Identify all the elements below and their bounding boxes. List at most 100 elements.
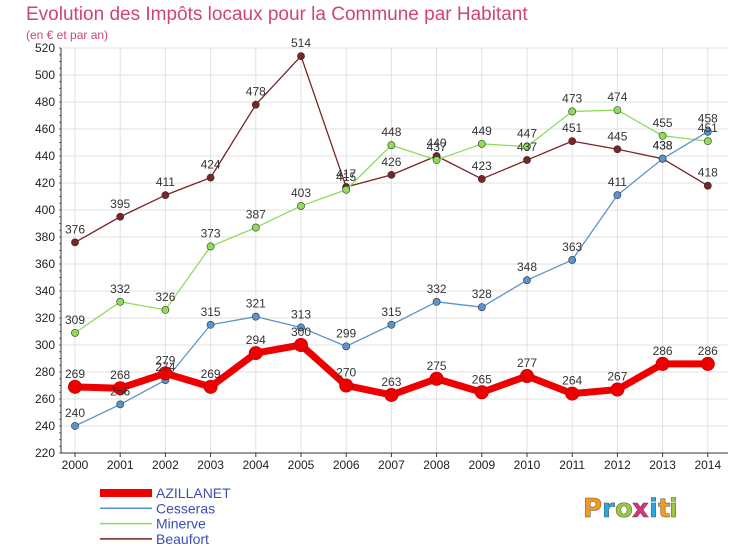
data-point-beaufort	[251, 100, 260, 109]
brand-letter: i	[669, 494, 678, 524]
x-tick-label: 2011	[559, 458, 585, 472]
data-label-cesseras: 321	[246, 297, 266, 311]
data-point-azillanet	[700, 356, 715, 371]
data-label-minerve: 309	[65, 313, 85, 327]
data-label-minerve: 387	[246, 208, 266, 222]
data-point-cesseras	[342, 342, 351, 351]
data-point-cesseras	[71, 422, 79, 430]
x-tick-label: 2013	[649, 458, 676, 472]
data-label-cesseras: 438	[653, 139, 673, 153]
data-point-cesseras	[568, 256, 577, 264]
data-label-beaufort: 376	[65, 222, 85, 236]
data-label-minerve: 415	[336, 170, 356, 184]
data-label-cesseras: 256	[110, 384, 130, 398]
data-point-minerve	[297, 202, 305, 210]
data-label-beaufort: 423	[472, 159, 492, 173]
data-point-cesseras	[613, 191, 622, 200]
data-point-beaufort	[568, 137, 577, 146]
y-tick-label: 480	[35, 95, 55, 109]
x-tick-label: 2007	[378, 458, 405, 472]
data-point-azillanet	[294, 338, 308, 352]
x-tick-label: 2010	[514, 458, 541, 472]
data-label-azillanet: 268	[110, 368, 130, 382]
data-point-azillanet	[565, 386, 580, 401]
y-tick-label: 380	[35, 230, 55, 244]
data-label-cesseras: 315	[381, 305, 401, 319]
x-tick-label: 2001	[107, 458, 134, 472]
data-point-beaufort	[477, 175, 486, 183]
data-point-minerve	[613, 106, 622, 114]
data-label-minerve: 403	[291, 186, 311, 200]
data-label-beaufort: 514	[291, 36, 311, 50]
x-tick-label: 2005	[288, 458, 315, 472]
data-label-beaufort: 418	[698, 166, 718, 180]
legend-label-cesseras: Cesseras	[156, 500, 215, 516]
data-label-beaufort: 437	[517, 140, 537, 154]
chart-subtitle: (en € et par an)	[26, 28, 109, 42]
x-tick-label: 2009	[468, 458, 495, 472]
data-label-minerve: 473	[562, 91, 582, 105]
data-point-minerve	[116, 297, 125, 306]
data-point-beaufort	[161, 191, 170, 200]
x-tick-label: 2014	[694, 458, 721, 472]
axes: 220 240 260 280 300 320 340 360 380 400 420 440 460 4…	[35, 41, 728, 472]
data-point-beaufort	[206, 173, 215, 182]
data-point-minerve	[71, 328, 79, 337]
grid	[61, 47, 728, 454]
y-tick-label: 300	[35, 338, 55, 352]
data-point-azillanet	[655, 356, 670, 371]
data-labels: 269 268 279 269 294 300 270 263 275 265 277 264 267 2…	[65, 36, 718, 420]
data-label-minerve: 451	[698, 121, 718, 135]
data-point-minerve	[206, 242, 215, 251]
data-label-minerve: 332	[110, 282, 130, 296]
x-tick-label: 2006	[333, 458, 360, 472]
data-label-cesseras: 458	[698, 112, 718, 126]
data-point-minerve	[387, 141, 396, 150]
x-tick-label: 2002	[152, 458, 179, 472]
brand-letter: x	[632, 494, 649, 524]
data-point-cesseras	[251, 312, 260, 321]
data-label-minerve: 455	[653, 116, 673, 130]
data-point-cesseras	[703, 127, 712, 136]
data-label-beaufort: 395	[110, 197, 130, 211]
data-label-cesseras: 313	[291, 307, 311, 321]
data-label-azillanet: 270	[336, 366, 356, 380]
data-label-cesseras: 315	[201, 305, 221, 319]
data-point-azillanet	[158, 366, 173, 381]
legend-label-beaufort: Beaufort	[156, 531, 209, 547]
data-label-minerve: 474	[607, 90, 627, 104]
data-point-azillanet	[474, 385, 489, 400]
series-group	[68, 52, 715, 430]
y-tick-label: 520	[35, 41, 55, 55]
data-point-cesseras	[658, 154, 667, 163]
data-point-azillanet	[339, 378, 354, 393]
data-point-azillanet	[520, 369, 534, 384]
brand-letter: o	[615, 494, 633, 524]
data-label-minerve: 449	[472, 124, 492, 138]
data-label-beaufort: 411	[156, 175, 175, 189]
data-label-beaufort: 424	[201, 158, 221, 172]
data-point-azillanet	[203, 379, 218, 394]
data-label-beaufort: 445	[607, 129, 627, 143]
data-label-minerve: 447	[517, 127, 537, 141]
legend-label-azillanet: AZILLANET	[156, 485, 231, 501]
data-label-azillanet: 277	[517, 356, 537, 370]
data-point-azillanet	[384, 387, 399, 402]
data-label-azillanet: 269	[201, 367, 221, 381]
data-label-azillanet: 264	[562, 374, 582, 388]
data-point-azillanet	[429, 371, 444, 386]
brand-letter: t	[658, 494, 670, 524]
legend-label-minerve: Minerve	[156, 516, 206, 532]
x-tick-label: 2008	[423, 458, 450, 472]
y-tick-label: 360	[35, 257, 55, 271]
y-tick-label: 340	[35, 284, 55, 298]
data-label-azillanet: 267	[607, 370, 627, 384]
data-label-cesseras: 240	[65, 406, 85, 420]
data-point-beaufort	[297, 52, 305, 60]
data-label-beaufort: 451	[562, 121, 582, 135]
x-tick-label: 2012	[604, 458, 631, 472]
data-point-minerve	[477, 139, 486, 148]
